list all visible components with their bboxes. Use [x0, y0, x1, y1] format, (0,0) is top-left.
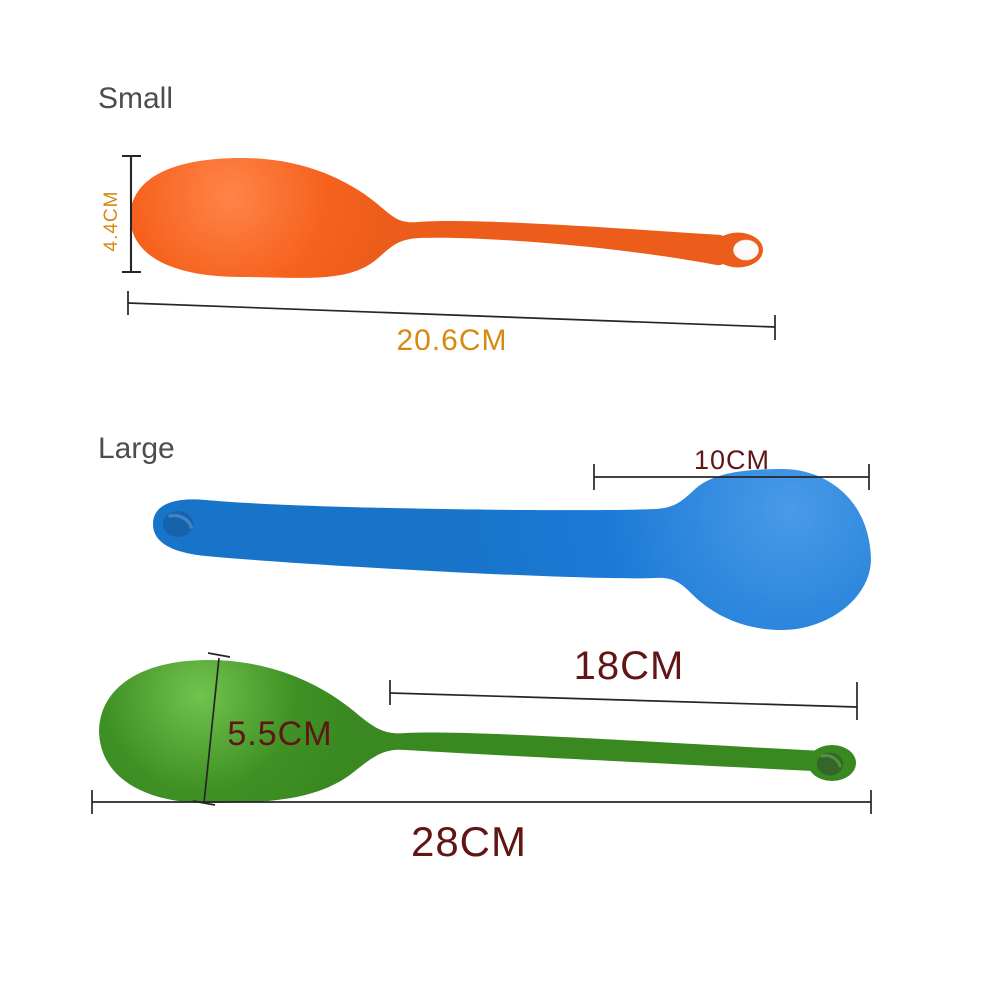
- svg-text:4.4CM: 4.4CM: [101, 191, 122, 252]
- svg-text:10CM: 10CM: [694, 445, 770, 475]
- svg-text:28CM: 28CM: [411, 818, 527, 865]
- svg-text:5.5CM: 5.5CM: [227, 715, 332, 753]
- svg-text:20.6CM: 20.6CM: [396, 324, 507, 357]
- svg-text:18CM: 18CM: [574, 644, 685, 688]
